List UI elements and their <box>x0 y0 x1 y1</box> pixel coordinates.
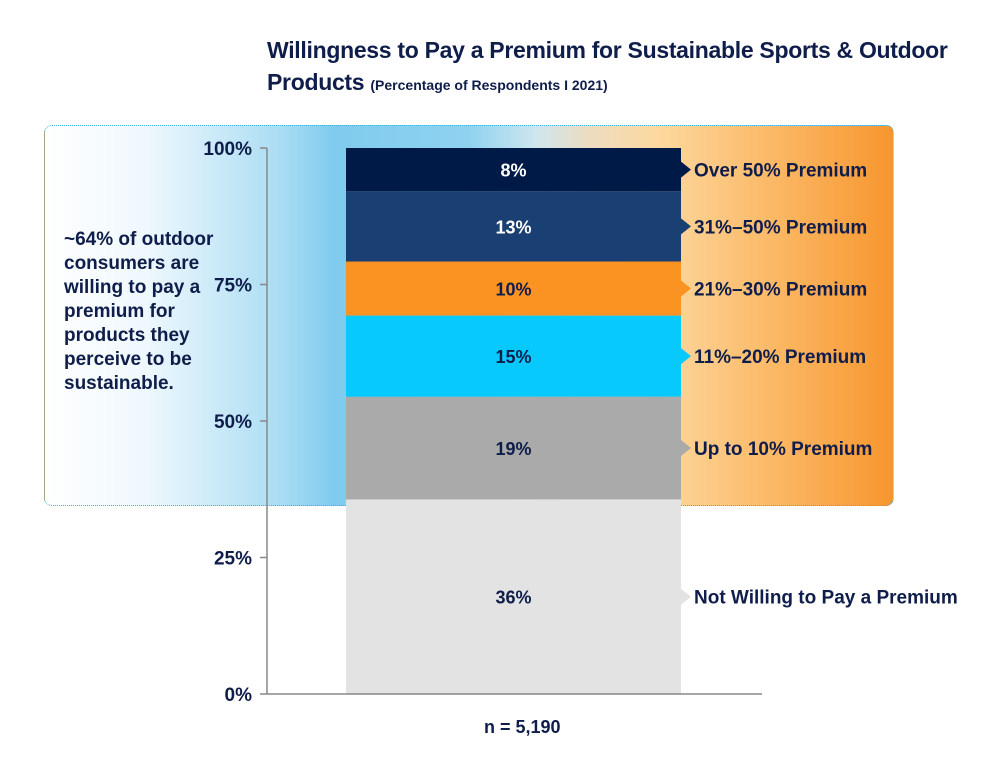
chart-subtitle: (Percentage of Respondents I 2021) <box>370 77 608 93</box>
pointer-arrow <box>681 440 691 457</box>
y-tick-label: 50% <box>214 412 252 433</box>
legend-label: 21%–30% Premium <box>694 280 867 301</box>
sample-size: n = 5,190 <box>484 717 561 737</box>
data-label: 13% <box>495 217 531 237</box>
pointer-arrow <box>681 588 691 605</box>
pointer-arrow <box>681 218 691 235</box>
pointer-arrow <box>681 280 691 297</box>
data-label: 36% <box>495 588 531 608</box>
data-label: 10% <box>495 280 531 300</box>
chart-title: Willingness to Pay a Premium for Sustain… <box>267 37 948 95</box>
bar-segment <box>346 261 681 316</box>
y-tick-label: 25% <box>214 549 252 570</box>
bar-segment <box>346 148 681 192</box>
data-label: 19% <box>495 439 531 459</box>
legend-label: Not Willing to Pay a Premium <box>694 588 958 609</box>
legend-label: Over 50% Premium <box>694 161 867 182</box>
legend-label: 11%–20% Premium <box>694 347 866 368</box>
legend-label: Up to 10% Premium <box>694 439 872 460</box>
bar-segment <box>346 396 681 500</box>
y-tick-label: 100% <box>203 139 252 160</box>
bar-segment <box>346 315 681 397</box>
y-tick-label: 75% <box>214 276 252 297</box>
pointer-arrow <box>681 161 691 178</box>
legend-label: 31%–50% Premium <box>694 217 867 238</box>
y-tick-label: 0% <box>225 685 253 706</box>
annotation: ~64% of outdoor consumers are willing to… <box>64 229 214 394</box>
data-label: 15% <box>495 347 531 367</box>
pointer-arrow <box>681 348 691 365</box>
bar-segment <box>346 499 681 694</box>
data-label: 8% <box>500 161 526 181</box>
bar-segment <box>346 191 681 262</box>
